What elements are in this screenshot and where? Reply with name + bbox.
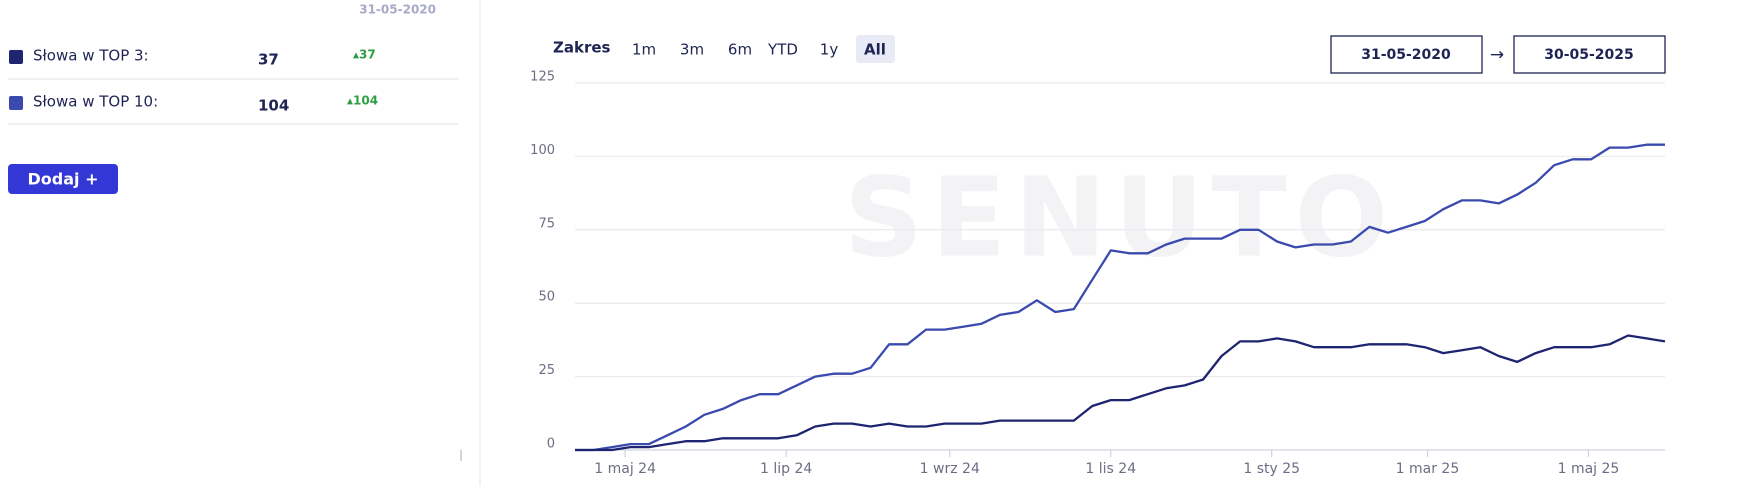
x-tick-label: 1 mar 25 [1396, 461, 1460, 477]
range-option[interactable]: 3m [680, 41, 704, 59]
watermark: SENUTO [844, 153, 1396, 281]
y-tick-label: 0 [547, 437, 555, 452]
legend-swatch [9, 50, 23, 64]
legend-swatch [9, 96, 23, 110]
row-change: ▴37 [353, 48, 376, 62]
row-value: 37 [258, 51, 279, 69]
range-option[interactable]: 1m [632, 41, 656, 59]
y-tick-label: 25 [538, 363, 555, 378]
date-from[interactable]: 31-05-2020 [1361, 47, 1451, 63]
y-tick-label: 50 [538, 290, 555, 305]
x-tick-label: 1 maj 25 [1558, 461, 1620, 477]
date-from-box[interactable] [1330, 35, 1483, 74]
x-tick-label: 1 lip 24 [760, 461, 812, 477]
x-tick-label: 1 maj 24 [594, 461, 656, 477]
y-tick-label: 125 [530, 70, 555, 85]
add-button[interactable] [8, 164, 118, 194]
date-to-box[interactable] [1513, 35, 1666, 74]
x-tick-label: 1 wrz 24 [920, 461, 980, 477]
row-value: 104 [258, 97, 289, 115]
date-arrow: → [1490, 45, 1504, 65]
range-label: Zakres [553, 39, 611, 57]
range-option[interactable]: 6m [728, 41, 752, 59]
add-button-label[interactable]: Dodaj + [28, 170, 99, 189]
range-option[interactable]: All [864, 41, 886, 59]
series-line [575, 334, 1666, 452]
x-tick-label: 1 lis 24 [1085, 461, 1136, 477]
row-label: Słowa w TOP 3: [33, 47, 149, 65]
x-tick-label: 1 sty 25 [1243, 461, 1300, 477]
y-tick-label: 100 [530, 143, 555, 158]
range-option[interactable]: 1y [820, 41, 839, 59]
row-label: Słowa w TOP 10: [33, 93, 158, 111]
panel-date: 31-05-2020 [359, 3, 436, 17]
row-change: ▴104 [347, 94, 378, 108]
range-option[interactable]: YTD [767, 41, 798, 59]
series-line [575, 143, 1665, 452]
range-option-bg[interactable] [856, 35, 895, 63]
date-to[interactable]: 30-05-2025 [1544, 47, 1634, 63]
y-tick-label: 75 [538, 216, 555, 231]
